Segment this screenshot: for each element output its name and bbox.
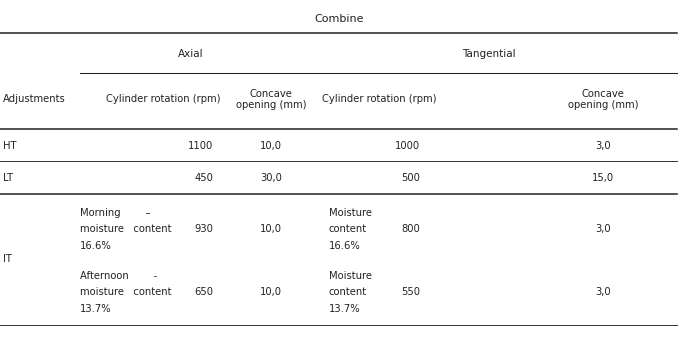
Text: Concave
opening (mm): Concave opening (mm) xyxy=(568,89,639,110)
Text: 3,0: 3,0 xyxy=(595,224,612,234)
Text: 13.7%: 13.7% xyxy=(329,304,361,313)
Text: content: content xyxy=(329,224,367,234)
Text: 650: 650 xyxy=(195,287,214,297)
Text: moisture   content: moisture content xyxy=(80,224,172,234)
Text: Moisture: Moisture xyxy=(329,271,372,281)
Text: 3,0: 3,0 xyxy=(595,141,612,151)
Text: 10,0: 10,0 xyxy=(260,287,282,297)
Text: Combine: Combine xyxy=(314,14,364,24)
Text: 1100: 1100 xyxy=(188,141,214,151)
Text: content: content xyxy=(329,287,367,297)
Text: Morning        –: Morning – xyxy=(80,208,151,218)
Text: Concave
opening (mm): Concave opening (mm) xyxy=(236,89,306,110)
Text: moisture   content: moisture content xyxy=(80,287,172,297)
Text: 1000: 1000 xyxy=(395,141,420,151)
Text: HT: HT xyxy=(3,141,17,151)
Text: Moisture: Moisture xyxy=(329,208,372,218)
Text: 450: 450 xyxy=(195,173,214,183)
Text: Cylinder rotation (rpm): Cylinder rotation (rpm) xyxy=(323,95,437,104)
Text: 16.6%: 16.6% xyxy=(329,241,361,251)
Text: 10,0: 10,0 xyxy=(260,224,282,234)
Text: 800: 800 xyxy=(401,224,420,234)
Text: 15,0: 15,0 xyxy=(593,173,614,183)
Text: Axial: Axial xyxy=(178,49,203,59)
Text: 930: 930 xyxy=(195,224,214,234)
Text: Tangential: Tangential xyxy=(462,49,516,59)
Text: 16.6%: 16.6% xyxy=(80,241,112,251)
Text: 500: 500 xyxy=(401,173,420,183)
Text: LT: LT xyxy=(3,173,14,183)
Text: 3,0: 3,0 xyxy=(595,287,612,297)
Text: Afternoon        -: Afternoon - xyxy=(80,271,157,281)
Text: 10,0: 10,0 xyxy=(260,141,282,151)
Text: 30,0: 30,0 xyxy=(260,173,282,183)
Text: Cylinder rotation (rpm): Cylinder rotation (rpm) xyxy=(106,95,221,104)
Text: IT: IT xyxy=(3,254,12,264)
Text: Adjustments: Adjustments xyxy=(3,95,66,104)
Text: 13.7%: 13.7% xyxy=(80,304,112,313)
Text: 550: 550 xyxy=(401,287,420,297)
